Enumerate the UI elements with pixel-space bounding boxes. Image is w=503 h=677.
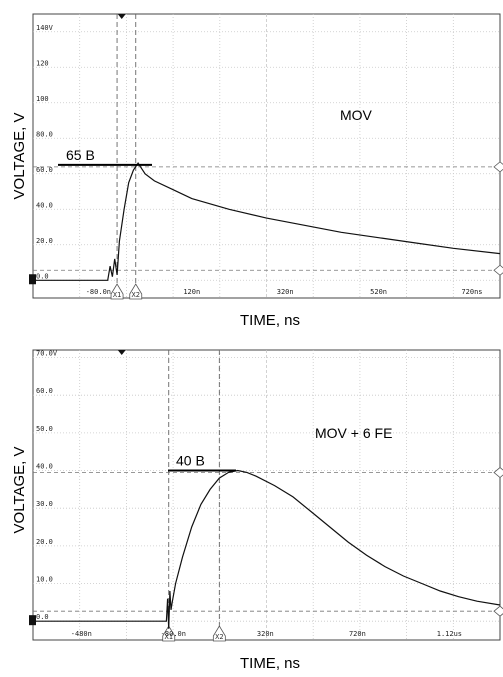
x-tick-label: 720n [349, 630, 366, 638]
cursor-marker [162, 625, 176, 642]
y-tick-label: 0.0 [36, 272, 49, 280]
panel-2: X1 X2 70.0V 60.0 50.0 40.0 30.0 20.0 10.0 0.0 -4… [11, 349, 503, 672]
grid [33, 14, 500, 298]
cursor-marker [110, 283, 124, 300]
x-tick-labels: -480n -80.0n 320n 720n 1.12us [71, 630, 462, 638]
y-tick-label: 0.0 [36, 613, 49, 621]
grid [33, 350, 500, 640]
cursor-lines: X1 X2 [29, 350, 503, 642]
x-axis-label: TIME, ns [240, 312, 300, 329]
cursor-marker [129, 283, 143, 300]
y-tick-labels: 140V 120 100 80.0 60.0 40.0 20.0 0.0 [36, 24, 54, 281]
y-axis-label: VOLTAGE, V [11, 447, 28, 534]
y-tick-label: 70.0V [36, 350, 58, 358]
x-tick-label: 520n [370, 288, 387, 296]
chart-title: MOV + 6 FE [315, 425, 392, 441]
x-tick-label: 120n [183, 288, 200, 296]
cursor-lines: X1 X2 [29, 14, 503, 300]
x-tick-label: 320n [257, 630, 274, 638]
chart-title: MOV [340, 107, 373, 123]
y-tick-label: 60.0 [36, 387, 53, 395]
cursor-label: X1 [165, 633, 173, 641]
x-axis-label: TIME, ns [240, 655, 300, 672]
series-line [33, 469, 501, 629]
y-tick-label: 60.0 [36, 166, 53, 174]
peak-annotation: 65 B [58, 147, 152, 166]
level-marker [493, 466, 503, 479]
peak-label: 65 B [66, 147, 95, 163]
cursor-marker [212, 625, 226, 642]
y-tick-label: 50.0 [36, 425, 53, 433]
y-tick-label: 140V [36, 24, 54, 32]
x-tick-label: -80.0n [86, 288, 111, 296]
peak-label: 40 B [176, 453, 205, 469]
ground-marker [29, 274, 36, 285]
y-tick-label: 120 [36, 59, 49, 67]
level-marker [493, 605, 503, 617]
y-tick-label: 10.0 [36, 576, 53, 584]
cursor-label: X1 [113, 291, 121, 299]
cursor-label: X2 [132, 291, 140, 299]
y-tick-label: 30.0 [36, 500, 53, 508]
y-tick-label: 20.0 [36, 237, 53, 245]
y-tick-label: 80.0 [36, 130, 53, 138]
trigger-marker [117, 14, 126, 19]
x-tick-label: 720ns [461, 288, 482, 296]
y-tick-label: 20.0 [36, 538, 53, 546]
x-tick-label: -80.0n [161, 630, 186, 638]
ground-marker [29, 615, 36, 626]
trigger-marker [117, 350, 126, 355]
y-tick-labels: 70.0V 60.0 50.0 40.0 30.0 20.0 10.0 0.0 [36, 350, 58, 622]
y-tick-label: 40.0 [36, 201, 53, 209]
series-line [33, 162, 501, 281]
y-axis-label: VOLTAGE, V [11, 113, 28, 200]
y-tick-label: 40.0 [36, 463, 53, 471]
level-marker [493, 264, 503, 276]
x-tick-label: -480n [71, 630, 92, 638]
panel-1: X1 X2 140V 120 100 80.0 60.0 40.0 20.0 0.0 -80.0… [11, 13, 503, 329]
level-marker [493, 161, 503, 173]
x-tick-label: 320n [277, 288, 294, 296]
x-tick-labels: -80.0n 120n 320n 520n 720ns [86, 288, 483, 296]
y-tick-label: 100 [36, 95, 49, 103]
peak-annotation: 40 B [168, 453, 236, 472]
cursor-label: X2 [215, 633, 223, 641]
x-tick-label: 1.12us [437, 630, 462, 638]
